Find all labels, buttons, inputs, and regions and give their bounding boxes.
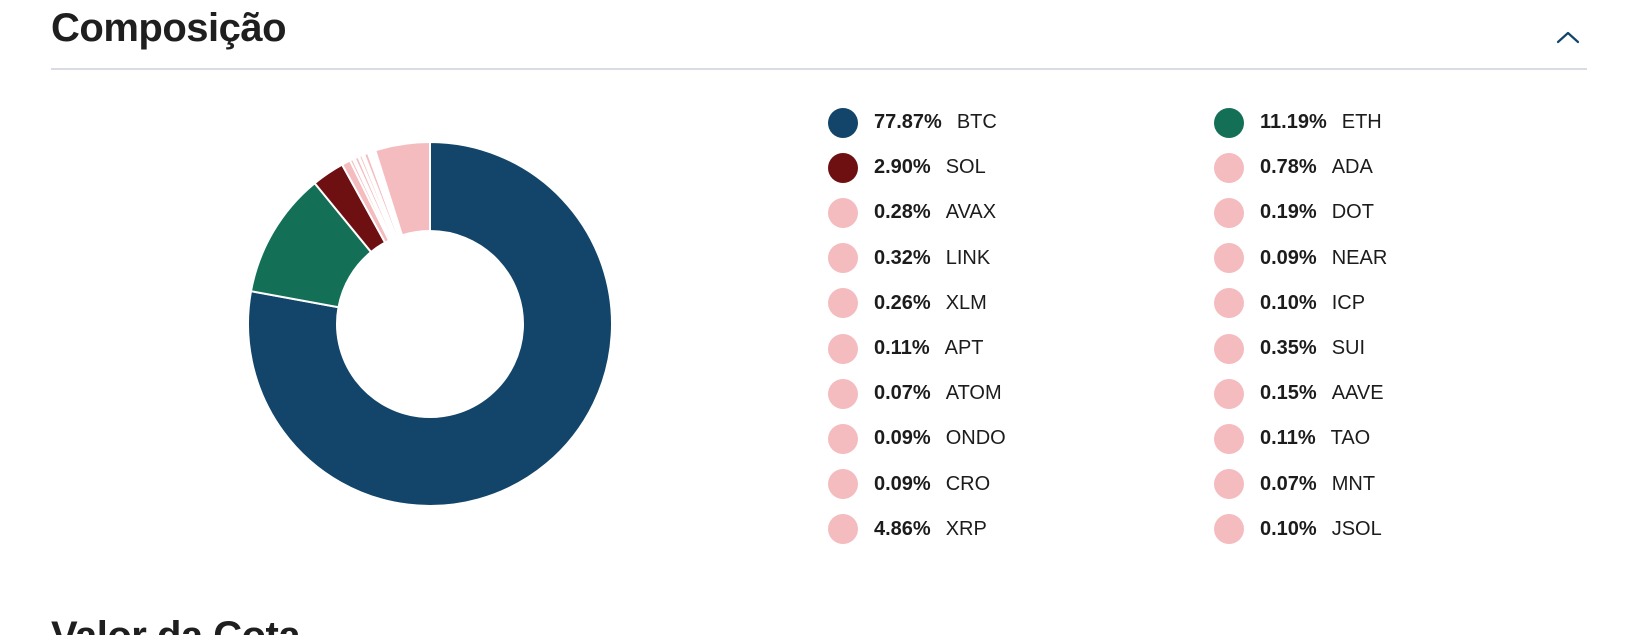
legend-asset-name: SOL [945, 156, 986, 179]
legend-asset-name: ADA [1331, 156, 1373, 179]
legend-percentage: 0.35% [1260, 337, 1317, 360]
legend-item-jsol[interactable]: 0.10% JSOL [1214, 507, 1600, 552]
legend-asset-name: XRP [945, 517, 987, 540]
legend-item-xrp[interactable]: 4.86% XRP [828, 507, 1214, 552]
legend-swatch [828, 197, 858, 228]
composition-donut-chart [240, 134, 620, 514]
legend-item-xlm[interactable]: 0.26% XLM [828, 281, 1214, 326]
legend-asset-name: TAO [1330, 427, 1371, 450]
legend-item-near[interactable]: 0.09% NEAR [1214, 236, 1600, 281]
legend-percentage: 0.09% [874, 427, 931, 450]
legend-swatch [1214, 469, 1244, 500]
legend-swatch [828, 152, 858, 183]
legend-item-link[interactable]: 0.32% LINK [828, 236, 1214, 281]
legend-percentage: 77.87% [874, 111, 942, 134]
legend-asset-name: SUI [1331, 337, 1366, 360]
legend-swatch [1214, 107, 1244, 138]
legend-swatch [828, 469, 858, 500]
legend-percentage: 0.09% [874, 472, 931, 495]
section-header: Composição [51, 0, 1587, 70]
legend-item-avax[interactable]: 0.28% AVAX [828, 190, 1214, 235]
legend-percentage: 11.19% [1260, 111, 1327, 134]
legend-item-ada[interactable]: 0.78% ADA [1214, 145, 1600, 190]
legend-percentage: 0.32% [874, 246, 931, 269]
donut-slice-xrp[interactable] [374, 140, 431, 237]
legend-percentage: 0.78% [1260, 156, 1317, 179]
legend-swatch [1214, 333, 1244, 364]
legend-asset-name: AAVE [1331, 382, 1384, 405]
legend-percentage: 0.26% [874, 291, 931, 314]
chevron-up-icon [1556, 31, 1580, 44]
legend-swatch [828, 288, 858, 319]
legend-swatch [1214, 423, 1244, 454]
legend-item-apt[interactable]: 0.11% APT [828, 326, 1214, 371]
legend-swatch [1214, 152, 1244, 183]
donut-slice-btc[interactable] [247, 140, 613, 507]
collapse-button[interactable] [1551, 20, 1585, 54]
legend-swatch [1214, 378, 1244, 409]
composition-legend: 77.87% BTC 11.19% ETH 2.90% SOL 0.78% ADA 0.28% A… [828, 100, 1608, 552]
legend-percentage: 0.09% [1260, 246, 1317, 269]
legend-item-atom[interactable]: 0.07% ATOM [828, 371, 1214, 416]
legend-swatch [1214, 288, 1244, 319]
legend-swatch [828, 333, 858, 364]
legend-swatch [828, 423, 858, 454]
legend-asset-name: ETH [1341, 111, 1382, 134]
legend-percentage: 0.10% [1260, 517, 1317, 540]
legend-asset-name: ICP [1331, 291, 1366, 314]
legend-asset-name: NEAR [1331, 246, 1388, 269]
legend-item-ondo[interactable]: 0.09% ONDO [828, 416, 1214, 461]
legend-percentage: 0.11% [1260, 427, 1316, 450]
legend-item-aave[interactable]: 0.15% AAVE [1214, 371, 1600, 416]
legend-asset-name: ONDO [945, 427, 1006, 450]
legend-asset-name: LINK [945, 246, 991, 269]
legend-asset-name: JSOL [1331, 517, 1382, 540]
legend-swatch [828, 378, 858, 409]
legend-asset-name: DOT [1331, 201, 1374, 224]
legend-asset-name: APT [944, 337, 984, 360]
legend-item-mnt[interactable]: 0.07% MNT [1214, 462, 1600, 507]
legend-asset-name: AVAX [945, 201, 997, 224]
legend-percentage: 0.10% [1260, 291, 1317, 314]
legend-swatch [1214, 243, 1244, 274]
legend-percentage: 0.28% [874, 201, 931, 224]
legend-swatch [828, 243, 858, 274]
legend-item-cro[interactable]: 0.09% CRO [828, 462, 1214, 507]
legend-item-sol[interactable]: 2.90% SOL [828, 145, 1214, 190]
legend-swatch [828, 514, 858, 545]
legend-asset-name: XLM [945, 291, 987, 314]
legend-item-sui[interactable]: 0.35% SUI [1214, 326, 1600, 371]
legend-asset-name: MNT [1331, 472, 1376, 495]
legend-item-eth[interactable]: 11.19% ETH [1214, 100, 1600, 145]
legend-percentage: 2.90% [874, 156, 931, 179]
legend-item-icp[interactable]: 0.10% ICP [1214, 281, 1600, 326]
next-section-title: Valor da Cota [51, 612, 301, 635]
legend-swatch [828, 107, 858, 138]
legend-percentage: 0.19% [1260, 201, 1317, 224]
legend-percentage: 0.07% [874, 382, 931, 405]
legend-item-dot[interactable]: 0.19% DOT [1214, 190, 1600, 235]
legend-percentage: 0.15% [1260, 382, 1317, 405]
donut-svg [247, 140, 613, 507]
legend-percentage: 0.11% [874, 337, 930, 360]
legend-asset-name: ATOM [945, 382, 1002, 405]
legend-item-tao[interactable]: 0.11% TAO [1214, 416, 1600, 461]
legend-swatch [1214, 197, 1244, 228]
legend-percentage: 4.86% [874, 517, 931, 540]
legend-item-btc[interactable]: 77.87% BTC [828, 100, 1214, 145]
legend-swatch [1214, 514, 1244, 545]
legend-asset-name: CRO [945, 472, 991, 495]
legend-asset-name: BTC [956, 111, 997, 134]
legend-percentage: 0.07% [1260, 472, 1317, 495]
section-title: Composição [51, 6, 287, 50]
